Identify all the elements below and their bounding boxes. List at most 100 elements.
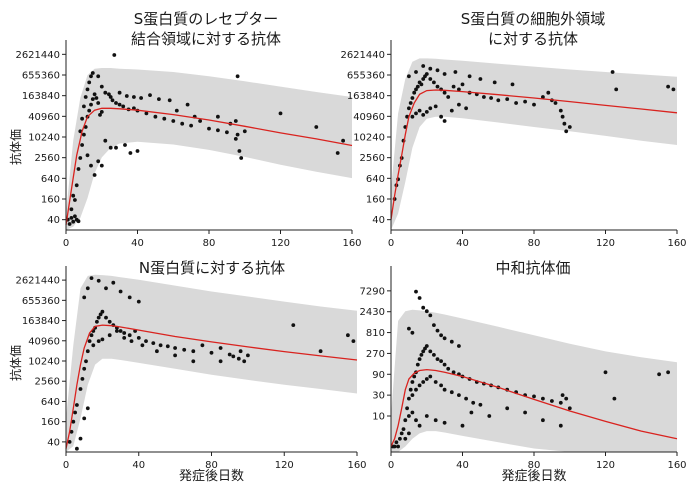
data-point — [666, 370, 670, 375]
data-point — [410, 114, 415, 119]
data-point — [666, 84, 670, 89]
y-tick-label: 7290 — [360, 286, 385, 297]
data-point — [457, 393, 461, 397]
data-point — [200, 343, 205, 348]
data-point — [410, 330, 415, 335]
data-point — [80, 377, 85, 381]
data-point — [128, 151, 133, 155]
data-point — [107, 333, 112, 338]
data-point — [96, 278, 101, 283]
data-point — [78, 387, 83, 391]
data-point — [135, 149, 140, 153]
data-point — [394, 440, 399, 445]
data-point — [98, 113, 102, 117]
x-tick-label: 0 — [388, 238, 394, 249]
data-point — [421, 349, 426, 354]
data-point — [165, 344, 170, 349]
fit-line — [65, 324, 358, 449]
data-point — [424, 110, 429, 114]
data-point — [278, 111, 283, 116]
data-point — [112, 53, 117, 57]
data-point — [351, 339, 356, 343]
data-point — [412, 374, 417, 379]
data-point — [417, 108, 422, 113]
data-point — [96, 159, 101, 164]
y-tick-label: 10240 — [28, 357, 60, 368]
data-point — [451, 370, 456, 375]
data-point — [157, 97, 161, 101]
panel-title: 結合領域に対する抗体 — [131, 30, 281, 48]
x-axis-label: 発症後日数 — [179, 469, 244, 484]
data-point — [410, 380, 415, 384]
y-tick-label: 160 — [41, 195, 60, 206]
y-tick-label: 163840 — [347, 91, 385, 102]
data-point — [610, 70, 615, 74]
data-point — [414, 387, 418, 392]
data-point — [209, 350, 214, 355]
data-point — [127, 333, 132, 338]
data-point — [467, 74, 472, 79]
data-point — [73, 410, 77, 415]
data-point — [207, 126, 211, 131]
y-tick-label: 655360 — [347, 71, 385, 82]
data-point — [246, 353, 250, 358]
data-point — [239, 156, 244, 160]
data-point — [439, 359, 443, 363]
data-point — [558, 108, 563, 113]
panel-nucleocapsid-antibody: 40 160 640 2560 10240 40960 163840 655360 262144… — [8, 259, 367, 484]
data-point — [108, 145, 113, 150]
x-tick-label: 0 — [63, 460, 69, 471]
data-point — [514, 101, 518, 105]
data-point — [167, 98, 172, 103]
data-point — [553, 101, 558, 105]
data-point — [546, 90, 551, 95]
data-point — [87, 80, 92, 85]
data-point — [104, 315, 108, 320]
x-axis-label: 発症後日数 — [501, 469, 566, 484]
data-point — [242, 129, 247, 134]
y-tick-label: 640 — [366, 174, 385, 185]
data-point — [84, 359, 88, 364]
data-point — [89, 333, 94, 338]
data-point — [189, 123, 194, 128]
x-tick-label: 80 — [528, 460, 541, 471]
data-point — [89, 102, 93, 107]
data-point — [235, 74, 240, 79]
fit-line — [390, 368, 678, 447]
data-point — [96, 101, 101, 105]
y-tick-label: 2560 — [35, 377, 60, 388]
fit-line — [65, 107, 353, 226]
data-point — [117, 102, 122, 107]
y-tick-label: 90 — [372, 370, 385, 381]
data-point — [233, 137, 238, 141]
data-point — [90, 97, 95, 101]
data-point — [121, 104, 126, 109]
x-tick-label: 80 — [205, 460, 218, 471]
data-point — [446, 95, 451, 99]
data-point — [435, 357, 440, 361]
data-point — [122, 336, 127, 340]
data-point — [412, 90, 417, 95]
data-point — [73, 214, 77, 219]
panel-title: N蛋白質に対する抗体 — [139, 259, 285, 277]
data-point — [560, 393, 565, 397]
data-point — [122, 331, 127, 335]
data-point — [85, 286, 90, 291]
data-point — [421, 77, 426, 81]
data-point — [392, 444, 397, 449]
data-point — [231, 354, 236, 359]
data-point — [76, 167, 81, 171]
data-point — [235, 132, 240, 137]
data-point — [99, 84, 104, 89]
data-point — [82, 104, 86, 109]
data-point — [407, 431, 411, 436]
data-point — [174, 108, 179, 113]
data-point — [523, 99, 527, 104]
y-tick-label: 40960 — [28, 112, 60, 123]
data-point — [144, 111, 149, 116]
data-point — [87, 108, 92, 113]
data-point — [442, 72, 447, 76]
data-point — [460, 82, 465, 87]
data-point — [435, 68, 440, 73]
